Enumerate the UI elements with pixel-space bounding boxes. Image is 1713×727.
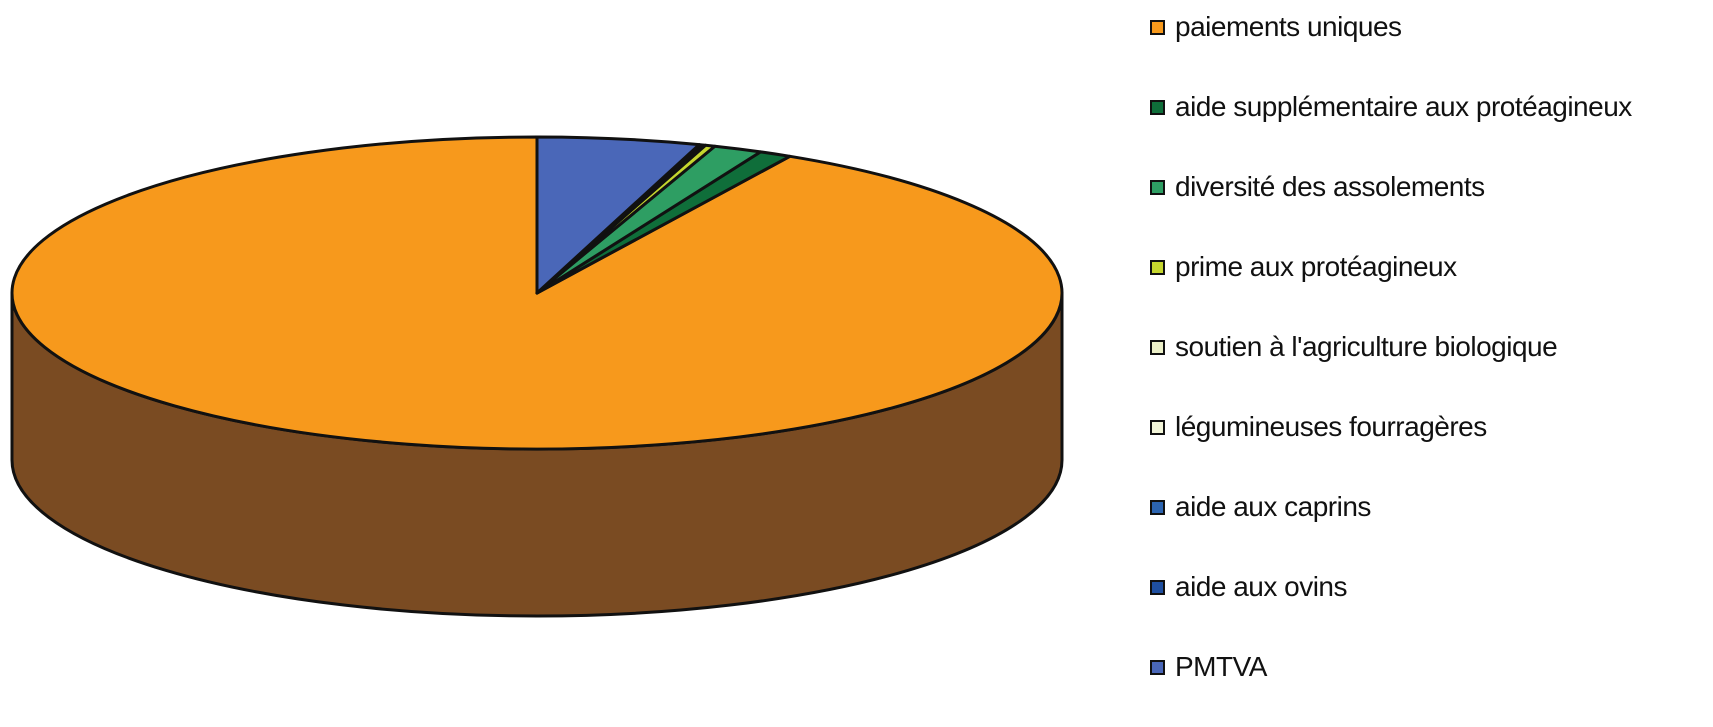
legend-item: légumineuses fourragères xyxy=(1150,407,1487,447)
legend-label: soutien à l'agriculture biologique xyxy=(1175,331,1558,362)
legend-swatch xyxy=(1150,99,1165,115)
legend-item: diversité des assolements xyxy=(1150,167,1485,207)
legend-item: paiements uniques xyxy=(1150,7,1402,47)
legend-label: légumineuses fourragères xyxy=(1175,411,1487,442)
legend-item: aide supplémentaire aux protéagineux xyxy=(1150,87,1632,127)
legend-label: paiements uniques xyxy=(1175,11,1402,42)
legend-item: aide aux caprins xyxy=(1150,487,1371,527)
pie-chart xyxy=(10,135,1064,618)
legend-label: aide aux caprins xyxy=(1175,491,1371,522)
legend-label: diversité des assolements xyxy=(1175,171,1485,202)
legend-label: aide supplémentaire aux protéagineux xyxy=(1175,91,1632,122)
legend-swatch xyxy=(1150,179,1165,195)
legend-swatch xyxy=(1150,419,1165,435)
legend-swatch xyxy=(1150,259,1165,275)
legend-item: prime aux protéagineux xyxy=(1150,247,1457,287)
legend-item: aide aux ovins xyxy=(1150,567,1348,607)
legend-item: soutien à l'agriculture biologique xyxy=(1150,327,1558,367)
legend-label: prime aux protéagineux xyxy=(1175,251,1457,282)
legend-swatch xyxy=(1150,19,1165,35)
legend: paiements uniques aide supplémentaire aux… xyxy=(1150,0,1710,727)
pie-slice-8 xyxy=(535,135,701,295)
legend-swatch xyxy=(1150,659,1165,675)
legend-swatch xyxy=(1150,499,1165,515)
legend-swatch xyxy=(1150,339,1165,355)
legend-swatch xyxy=(1150,579,1165,595)
legend-item: PMTVA xyxy=(1150,647,1267,687)
legend-label: aide aux ovins xyxy=(1175,571,1348,602)
legend-label: PMTVA xyxy=(1175,651,1267,682)
